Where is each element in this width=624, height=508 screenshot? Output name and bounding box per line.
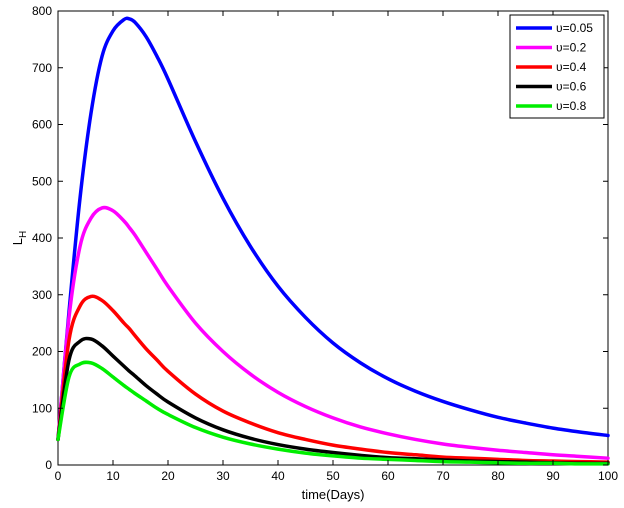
x-tick-label: 70	[436, 469, 450, 483]
y-axis-title-subscript: H	[18, 231, 29, 238]
legend-label-3: υ=0.4	[556, 60, 587, 74]
x-tick-label: 20	[161, 469, 175, 483]
x-axis-title: time(Days)	[302, 487, 365, 502]
y-tick-label: 100	[32, 401, 52, 415]
y-axis-title-main: L	[10, 238, 25, 245]
legend-label-2: υ=0.2	[556, 41, 587, 55]
legend: υ=0.05 υ=0.2 υ=0.4 υ=0.6 υ=0.8	[509, 14, 605, 119]
legend-label-5: υ=0.8	[556, 99, 587, 113]
y-tick-label: 300	[32, 288, 52, 302]
tick-layer: 0 10 20 30 40 50 60 70 80 90 100 0 100 200 300 400 500 60…	[32, 4, 618, 483]
x-tick-label: 30	[216, 469, 230, 483]
x-tick-label: 0	[55, 469, 62, 483]
x-tick-label: 90	[546, 469, 560, 483]
y-tick-label: 0	[45, 458, 52, 472]
y-tick-label: 600	[32, 118, 52, 132]
y-tick-label: 500	[32, 174, 52, 188]
y-axis-title: LH	[10, 231, 29, 245]
y-tick-label: 200	[32, 345, 52, 359]
series-line-1	[56, 16, 610, 442]
series-line-3	[56, 294, 610, 464]
x-tick-label: 100	[598, 469, 618, 483]
series-layer	[56, 16, 610, 466]
series-line-2	[56, 205, 610, 460]
x-tick-label: 40	[271, 469, 285, 483]
y-tick-label: 700	[32, 61, 52, 75]
y-tick-label: 800	[32, 4, 52, 18]
x-tick-label: 10	[106, 469, 120, 483]
series-line-5	[56, 360, 610, 466]
x-tick-label: 50	[326, 469, 340, 483]
x-tick-label: 60	[381, 469, 395, 483]
y-tick-label: 400	[32, 231, 52, 245]
legend-label-4: υ=0.6	[556, 80, 587, 94]
legend-label-1: υ=0.05	[556, 21, 593, 35]
x-tick-label: 80	[491, 469, 505, 483]
